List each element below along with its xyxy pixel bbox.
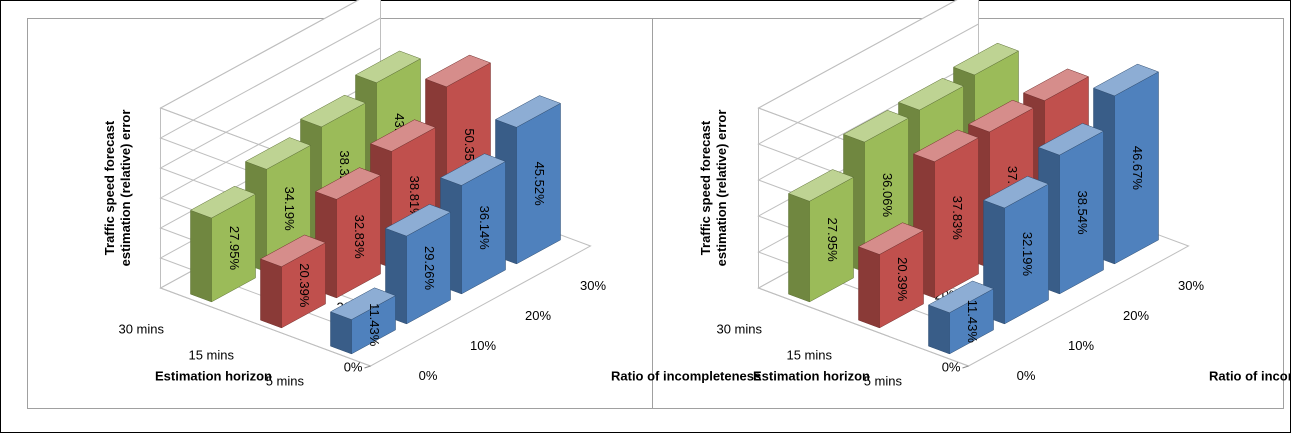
bar-top [967, 99, 1035, 133]
bar-top [329, 287, 397, 320]
value-label: 11.43% [965, 300, 980, 344]
bar-top [424, 54, 492, 88]
bar-top [314, 167, 382, 200]
bar-side [788, 193, 810, 303]
bar-top [842, 110, 910, 143]
tick-mark [962, 365, 969, 369]
value-label: 45.52% [532, 162, 547, 207]
x-tick-label: 10% [1068, 338, 1094, 353]
depth-axis-title: Estimation horizon [155, 368, 272, 383]
bar-top [299, 94, 367, 128]
bar-top [259, 234, 327, 268]
value-label: 38.54% [1075, 190, 1090, 235]
bar-top [1092, 63, 1160, 97]
value-label: 36.06% [880, 173, 895, 218]
x-axis-title: Ratio of incompleteness [611, 368, 761, 383]
bar [494, 95, 562, 265]
bar-top [1022, 68, 1090, 101]
bar-top [1037, 123, 1105, 156]
bar [1037, 123, 1105, 295]
x-tick-label: 20% [1123, 308, 1149, 323]
bar-side [928, 304, 950, 355]
bar [857, 222, 925, 329]
bar-top [897, 78, 965, 111]
bar-top [982, 175, 1050, 209]
bar-top [369, 119, 437, 152]
value-label: 37.83% [950, 196, 965, 241]
x-tick-label: 20% [525, 308, 551, 323]
depth-axis-title: Estimation horizon [753, 368, 870, 383]
bar-side [858, 246, 880, 329]
bar [1092, 63, 1160, 265]
bar-top [787, 169, 855, 202]
bar-top [857, 222, 925, 255]
depth-tick-label: 30 mins [716, 321, 762, 336]
value-label: 36.14% [477, 206, 492, 251]
bar [787, 169, 855, 303]
depth-tick-label: 30 mins [118, 321, 164, 336]
x-tick-label: 10% [470, 338, 496, 353]
bar-side [190, 209, 212, 303]
x-axis-title: Ratio of incompleteness [1209, 368, 1291, 383]
bar-top [952, 42, 1020, 76]
depth-tick-label: 5 mins [266, 373, 305, 388]
bar-side [260, 258, 282, 329]
depth-tick-label: 15 mins [188, 347, 234, 362]
bar [927, 280, 995, 355]
bar-top [354, 50, 422, 84]
bar-top [189, 185, 257, 219]
bar-top [494, 95, 562, 128]
y-tick-label: 0% [344, 359, 363, 374]
bar [189, 185, 257, 303]
x-tick-label: 30% [1178, 278, 1204, 293]
value-label: 46.67% [1130, 146, 1145, 191]
depth-tick-label: 5 mins [864, 373, 903, 388]
bar-top [927, 280, 995, 314]
value-label: 27.95% [227, 226, 242, 271]
value-label: 20.39% [895, 257, 910, 302]
y-tick-label: 0% [942, 359, 961, 374]
bar [982, 175, 1050, 325]
tick-mark [364, 365, 371, 369]
depth-tick-label: 15 mins [786, 347, 832, 362]
x-tick-label: 0% [1017, 368, 1036, 383]
value-label: 29.26% [422, 246, 437, 291]
bar [259, 234, 327, 329]
x-tick-label: 0% [419, 368, 438, 383]
value-label: 27.95% [825, 218, 840, 263]
bar-top [384, 204, 452, 237]
value-label: 20.39% [297, 263, 312, 308]
value-label: 32.83% [352, 215, 367, 260]
value-label: 32.19% [1020, 232, 1035, 277]
bar-top [439, 153, 507, 186]
bar [329, 287, 397, 355]
x-tick-label: 30% [580, 278, 606, 293]
bar-top [912, 129, 980, 162]
bar-top [244, 137, 312, 170]
value-label: 11.43% [367, 303, 382, 347]
value-label: 34.19% [282, 187, 297, 232]
value-label: 38.81% [407, 176, 422, 221]
